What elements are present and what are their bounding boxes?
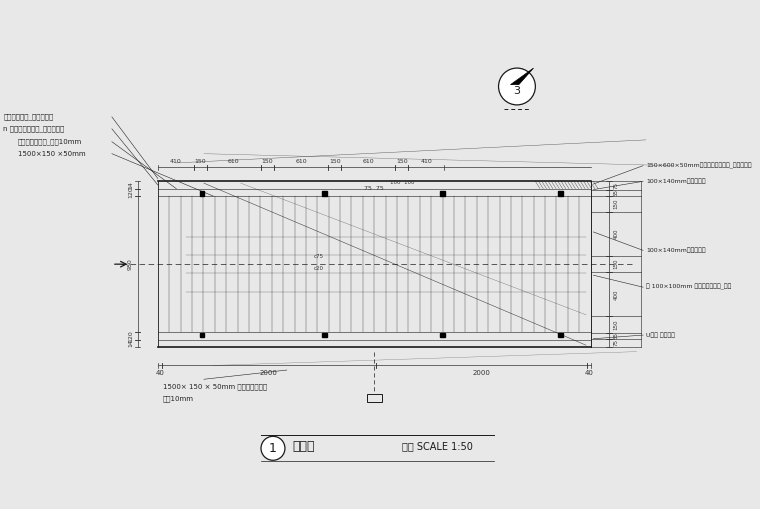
Text: 1500×150 ×50mm: 1500×150 ×50mm — [18, 151, 86, 157]
Polygon shape — [511, 68, 534, 84]
Text: 75: 75 — [613, 340, 619, 347]
Bar — [558, 333, 562, 337]
Text: 980: 980 — [128, 258, 133, 270]
Circle shape — [499, 68, 535, 105]
Text: 75: 75 — [613, 182, 619, 189]
Bar — [322, 191, 327, 195]
Text: 400: 400 — [613, 229, 619, 239]
Text: 督缝10mm: 督缝10mm — [163, 396, 194, 403]
Text: 中 100×100mm 桂子树防腐木板_黑色: 中 100×100mm 桂子树防腐木板_黑色 — [646, 284, 731, 290]
Text: 150: 150 — [613, 259, 619, 269]
Text: 120: 120 — [128, 330, 133, 342]
Text: 610: 610 — [295, 159, 307, 164]
Text: 2000: 2000 — [473, 370, 490, 376]
Text: 150: 150 — [613, 319, 619, 330]
Text: 410: 410 — [170, 159, 182, 164]
Text: c75: c75 — [314, 254, 324, 259]
Text: 桂子树防腐木材_督缝10mm: 桂子树防腐木材_督缝10mm — [18, 138, 82, 145]
Text: 400: 400 — [613, 289, 619, 300]
Bar — [440, 333, 445, 337]
Bar — [558, 191, 562, 195]
Text: U型钢 螺柱固定: U型钢 螺柱固定 — [646, 332, 675, 338]
Text: 比例 SCALE 1:50: 比例 SCALE 1:50 — [402, 441, 473, 451]
Bar — [440, 191, 445, 195]
Text: 14: 14 — [128, 340, 133, 347]
Text: 55: 55 — [613, 189, 619, 196]
Text: 100×140mm工字钢横梁: 100×140mm工字钢横梁 — [646, 179, 705, 184]
Text: 610: 610 — [228, 159, 239, 164]
Text: 150: 150 — [195, 159, 206, 164]
Text: 40: 40 — [584, 370, 594, 376]
Text: 55: 55 — [613, 332, 619, 340]
Text: 610: 610 — [363, 159, 374, 164]
Text: 2000: 2000 — [260, 370, 277, 376]
Text: n 桂子树防腐木板_黑色漆饰面: n 桂子树防腐木板_黑色漆饰面 — [3, 125, 65, 132]
Bar — [322, 333, 327, 337]
Text: 平面图: 平面图 — [293, 440, 315, 453]
Bar — [367, 394, 382, 402]
Bar — [200, 191, 204, 195]
Text: 150×600×50mm桂子树防腐木衬板_黑色木饰面: 150×600×50mm桂子树防腐木衬板_黑色木饰面 — [646, 162, 752, 169]
Text: 120: 120 — [128, 186, 133, 198]
Text: 桂树枝叶护栏_黑色漆饰面: 桂树枝叶护栏_黑色漆饰面 — [3, 114, 53, 120]
Text: 150: 150 — [396, 159, 407, 164]
Text: 150: 150 — [329, 159, 340, 164]
Text: c20: c20 — [314, 266, 324, 271]
Text: 100  100: 100 100 — [390, 180, 414, 185]
Text: 150: 150 — [613, 199, 619, 209]
Bar — [200, 333, 204, 337]
Text: 100×140mm工字钢横梁: 100×140mm工字钢横梁 — [646, 247, 705, 253]
Text: 3: 3 — [514, 86, 521, 96]
Circle shape — [261, 436, 285, 460]
Text: 75  75: 75 75 — [364, 185, 384, 190]
Text: 40: 40 — [155, 370, 164, 376]
Text: 1: 1 — [269, 442, 277, 455]
Text: 1500× 150 × 50mm 桂子树防腐木桥: 1500× 150 × 50mm 桂子树防腐木桥 — [163, 384, 267, 390]
Text: 14: 14 — [128, 181, 133, 189]
Text: 150: 150 — [261, 159, 274, 164]
Text: 410: 410 — [420, 159, 432, 164]
